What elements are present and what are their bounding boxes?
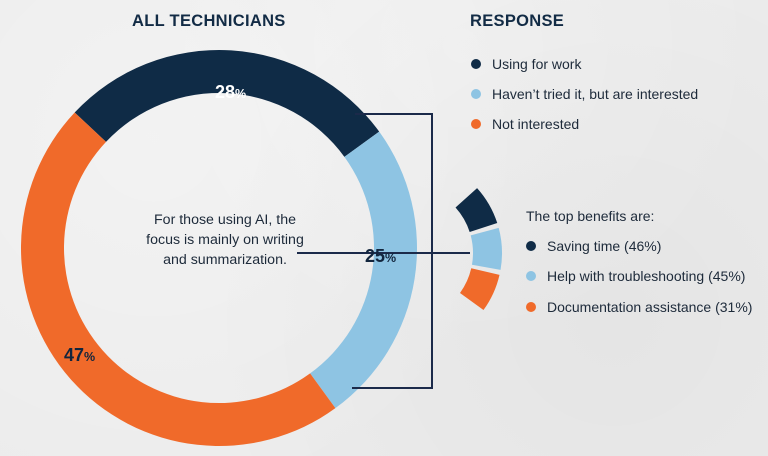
- legend-item-interested: Haven’t tried it, but are interested: [471, 86, 698, 102]
- benefit-dot-saving-time: [526, 241, 536, 251]
- benefit-item-documentation: Documentation assistance (31%): [526, 299, 752, 315]
- pct-label-using-for-work: 28%: [215, 82, 246, 102]
- legend-item-not-interested: Not interested: [471, 116, 579, 132]
- benefit-label-troubleshooting: Help with troubleshooting (45%): [547, 268, 746, 284]
- benefit-arc-segments: [455, 188, 502, 311]
- bracket-line: [352, 113, 433, 389]
- benefit-label-documentation: Documentation assistance (31%): [547, 299, 753, 315]
- connector-lines: [297, 113, 470, 389]
- legend-label-not-interested: Not interested: [492, 116, 580, 132]
- legend-dot-interested: [471, 89, 481, 99]
- donut-segment-interested: [310, 131, 417, 409]
- legend-label-using-for-work: Using for work: [492, 56, 582, 72]
- benefit-item-troubleshooting: Help with troubleshooting (45%): [526, 268, 745, 284]
- benefit-dot-troubleshooting: [526, 271, 536, 281]
- legend-item-using-for-work: Using for work: [471, 56, 581, 72]
- donut-segment-not-interested: [21, 112, 336, 447]
- benefits-title: The top benefits are:: [526, 208, 655, 224]
- chart-title: ALL TECHNICIANS: [132, 12, 286, 30]
- pct-label-interested: 25%: [365, 246, 396, 266]
- legend-label-interested: Haven’t tried it, but are interested: [492, 86, 699, 102]
- pct-label-not-interested: 47%: [64, 345, 95, 365]
- donut-segment-using-for-work: [74, 50, 380, 157]
- benefit-arc-troubleshooting: [470, 227, 502, 270]
- benefit-item-saving-time: Saving time (46%): [526, 238, 661, 254]
- benefit-label-saving-time: Saving time (46%): [547, 238, 662, 254]
- donut-segments: [21, 50, 417, 447]
- center-note: For those using AI, the focus is mainly …: [146, 212, 304, 268]
- legend-title: RESPONSE: [470, 12, 565, 30]
- legend-dot-using-for-work: [471, 59, 481, 69]
- percentage-labels: 28% 25% 47%: [64, 82, 396, 365]
- legend-dot-not-interested: [471, 119, 481, 129]
- benefit-arc-documentation: [460, 268, 500, 311]
- benefit-arc-saving-time: [455, 188, 498, 232]
- benefit-dot-documentation: [526, 302, 536, 312]
